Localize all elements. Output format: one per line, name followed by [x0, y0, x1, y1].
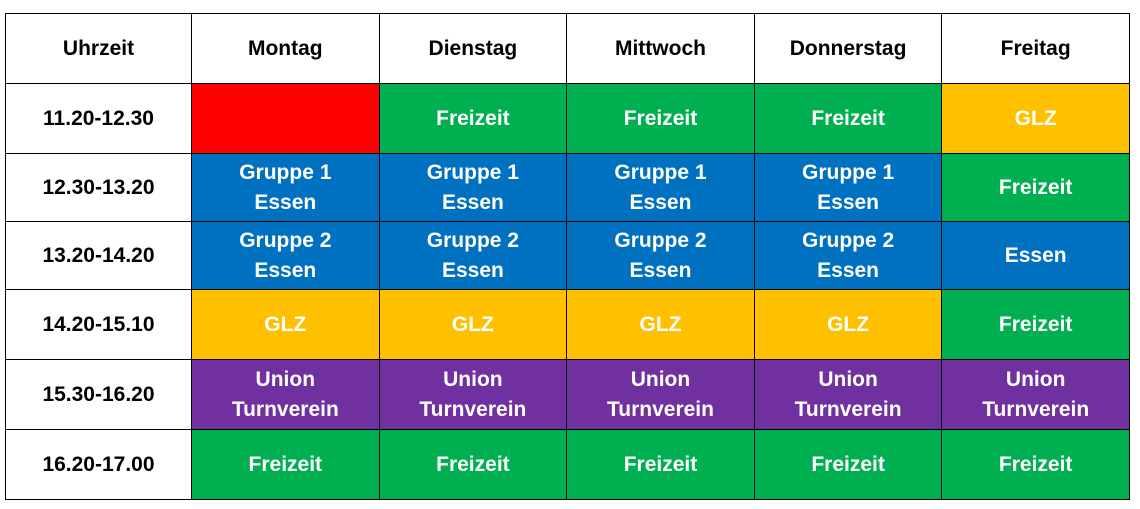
- activity-label: Freizeit: [623, 106, 698, 130]
- schedule-cell-monday: Freizeit: [191, 429, 380, 500]
- schedule-cell-thursday: Freizeit: [753, 83, 943, 154]
- activity-label: Turnverein: [982, 397, 1090, 421]
- activity-label: Turnverein: [794, 397, 902, 421]
- schedule-cell-tuesday: Union Turnverein: [378, 359, 568, 430]
- activity-label: Essen: [817, 190, 880, 214]
- schedule-cell-thursday: Freizeit: [753, 429, 943, 500]
- schedule-cell-friday: Freizeit: [941, 429, 1130, 500]
- header-monday: Montag: [191, 13, 380, 84]
- activity-label: Freizeit: [811, 452, 885, 476]
- activity-label: GLZ: [451, 312, 494, 336]
- schedule-cell-tuesday: Freizeit: [378, 83, 568, 154]
- activity-label: Freizeit: [436, 106, 510, 130]
- schedule-cell-wednesday: Freizeit: [566, 429, 755, 500]
- activity-label: Essen: [441, 258, 504, 282]
- schedule-cell-wednesday: Union Turnverein: [566, 359, 755, 430]
- activity-label: GLZ: [827, 312, 870, 336]
- activity-label: Gruppe 1: [614, 160, 707, 184]
- schedule-cell-monday: Gruppe 1 Essen: [191, 153, 380, 222]
- activity-label: Union: [630, 367, 691, 391]
- activity-label: Gruppe 1: [239, 160, 332, 184]
- activity-label: GLZ: [264, 312, 307, 336]
- activity-label: Gruppe 2: [801, 228, 895, 252]
- header-friday: Freitag: [941, 13, 1130, 84]
- activity-label: Union: [818, 367, 878, 391]
- time-slot: 16.20-17.00: [5, 429, 192, 500]
- activity-label: Turnverein: [419, 397, 527, 421]
- schedule-cell-monday: Gruppe 2 Essen: [191, 221, 380, 290]
- table-row: 13.20-14.20 Gruppe 2 Essen Gruppe 2 Essen Gru…: [5, 221, 1130, 290]
- activity-label: Union: [255, 367, 316, 391]
- time-slot: 13.20-14.20: [5, 221, 192, 290]
- header-thursday: Donnerstag: [753, 13, 943, 84]
- weekly-schedule-table: Uhrzeit Montag Dienstag Mittwoch Donners…: [5, 13, 1130, 500]
- activity-label: Gruppe 2: [614, 228, 707, 252]
- time-slot: 14.20-15.10: [5, 289, 192, 360]
- schedule-cell-wednesday: Gruppe 1 Essen: [566, 153, 755, 222]
- activity-label: Essen: [441, 190, 504, 214]
- schedule-cell-thursday: GLZ: [753, 289, 943, 360]
- activity-label: Union: [1005, 367, 1066, 391]
- header-time: Uhrzeit: [5, 13, 192, 84]
- schedule-cell-friday: GLZ: [941, 83, 1130, 154]
- table-row: 14.20-15.10 GLZ GLZ GLZ GLZ Freizeit: [5, 289, 1130, 360]
- activity-label: Essen: [254, 190, 317, 214]
- header-tuesday: Dienstag: [378, 13, 568, 84]
- activity-label: Gruppe 1: [801, 160, 895, 184]
- schedule-cell-tuesday: GLZ: [378, 289, 568, 360]
- schedule-body: 11.20-12.30 Freizeit Freizeit Freizeit GLZ 12…: [5, 83, 1130, 500]
- activity-label: Essen: [629, 190, 692, 214]
- schedule-cell-tuesday: Gruppe 2 Essen: [378, 221, 568, 290]
- table-row: 15.30-16.20 Union Turnverein Union Turnverei…: [5, 359, 1130, 430]
- schedule-cell-tuesday: Freizeit: [378, 429, 568, 500]
- activity-label: Essen: [629, 258, 692, 282]
- schedule-cell-friday: Essen: [941, 221, 1130, 290]
- activity-label: Freizeit: [623, 452, 698, 476]
- activity-label: Freizeit: [436, 452, 510, 476]
- schedule-cell-friday: Union Turnverein: [941, 359, 1130, 430]
- schedule-cell-wednesday: Freizeit: [566, 83, 755, 154]
- activity-label: Essen: [1004, 243, 1067, 267]
- activity-label: Freizeit: [998, 312, 1073, 336]
- header-row: Uhrzeit Montag Dienstag Mittwoch Donners…: [5, 13, 1130, 84]
- activity-label: Gruppe 2: [239, 228, 332, 252]
- schedule-cell-monday: [191, 83, 380, 154]
- time-slot: 11.20-12.30: [5, 83, 192, 154]
- activity-label: Turnverein: [607, 397, 714, 421]
- activity-label: Turnverein: [231, 397, 339, 421]
- schedule-cell-monday: GLZ: [191, 289, 380, 360]
- activity-label: GLZ: [1014, 106, 1057, 130]
- schedule-cell-wednesday: GLZ: [566, 289, 755, 360]
- activity-label: Essen: [817, 258, 880, 282]
- time-slot: 15.30-16.20: [5, 359, 192, 430]
- activity-label: Gruppe 2: [426, 228, 519, 252]
- schedule-cell-friday: Freizeit: [941, 289, 1130, 360]
- activity-label: Freizeit: [998, 175, 1073, 199]
- time-slot: 12.30-13.20: [5, 153, 192, 222]
- activity-label: GLZ: [639, 312, 682, 336]
- schedule-cell-thursday: Gruppe 2 Essen: [753, 221, 943, 290]
- schedule-cell-thursday: Union Turnverein: [753, 359, 943, 430]
- header-wednesday: Mittwoch: [566, 13, 755, 84]
- table-row: 11.20-12.30 Freizeit Freizeit Freizeit GLZ: [5, 83, 1130, 154]
- activity-label: Union: [443, 367, 503, 391]
- schedule-cell-tuesday: Gruppe 1 Essen: [378, 153, 568, 222]
- schedule-cell-thursday: Gruppe 1 Essen: [753, 153, 943, 222]
- table-row: 12.30-13.20 Gruppe 1 Essen Gruppe 1 Essen Gru…: [5, 153, 1130, 222]
- activity-label: Freizeit: [811, 106, 885, 130]
- activity-label: Essen: [254, 258, 317, 282]
- table-row: 16.20-17.00 Freizeit Freizeit Freizeit Freiz…: [5, 429, 1130, 500]
- schedule-cell-monday: Union Turnverein: [191, 359, 380, 430]
- schedule-cell-wednesday: Gruppe 2 Essen: [566, 221, 755, 290]
- activity-label: Freizeit: [248, 452, 323, 476]
- schedule-cell-friday: Freizeit: [941, 153, 1130, 222]
- activity-label: Freizeit: [998, 452, 1073, 476]
- activity-label: Gruppe 1: [426, 160, 519, 184]
